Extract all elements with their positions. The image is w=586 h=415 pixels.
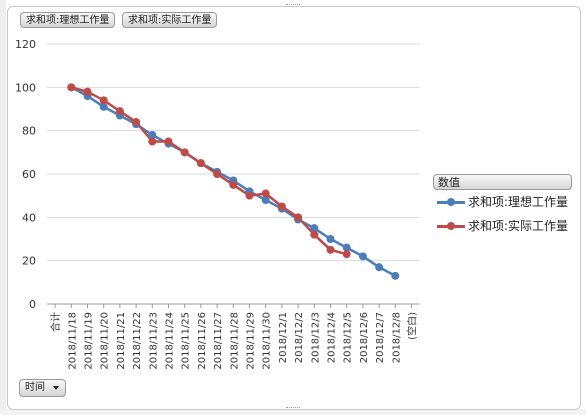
data-point-series-1 — [67, 83, 76, 92]
legend-label: 求和项:实际工作量 — [468, 219, 569, 233]
data-point-series-0 — [99, 102, 108, 111]
x-tick-label: 2018/11/28 — [229, 312, 240, 370]
data-point-series-0 — [358, 252, 367, 261]
axis-field-button-time[interactable]: 时间 — [19, 379, 66, 397]
data-point-series-1 — [261, 189, 270, 198]
x-tick-label: 合计 — [49, 312, 62, 332]
x-tick-label: 2018/12/6 — [359, 312, 370, 363]
x-tick-label: 2018/12/4 — [327, 312, 338, 363]
data-point-series-1 — [83, 87, 92, 96]
data-point-series-0 — [391, 271, 400, 280]
data-point-series-0 — [326, 235, 335, 243]
y-axis-ticks: 0 20 40 60 80 100 120 — [15, 38, 36, 311]
y-tick-label: 60 — [22, 168, 36, 181]
resize-handle-bottom[interactable] — [286, 407, 300, 410]
y-tick-label: 0 — [29, 298, 36, 311]
axis-field-label: 时间 — [25, 382, 45, 393]
data-point-series-1 — [148, 137, 157, 146]
data-point-series-0 — [148, 131, 157, 139]
x-tick-label: 2018/12/3 — [310, 312, 321, 363]
y-tick-label: 40 — [22, 211, 36, 224]
y-tick-label: 120 — [15, 38, 36, 51]
data-point-series-1 — [115, 107, 124, 116]
x-tick-label: 2018/11/25 — [181, 312, 192, 370]
data-point-series-1 — [132, 118, 141, 126]
gridlines — [47, 43, 420, 305]
dropdown-arrow-icon — [53, 386, 59, 390]
data-point-series-1 — [326, 245, 335, 254]
legend-label: 求和项:理想工作量 — [468, 195, 569, 209]
y-tick-label: 20 — [22, 255, 36, 268]
legend-marker-icon — [447, 222, 455, 230]
data-point-series-0 — [261, 196, 270, 204]
x-tick-label: (空白) — [406, 312, 419, 340]
field-button-actual[interactable]: 求和项:实际工作量 — [122, 12, 218, 28]
data-point-series-0 — [342, 243, 351, 252]
legend-title[interactable]: 数值 — [433, 174, 572, 190]
data-point-series-0 — [310, 224, 319, 233]
data-point-series-1 — [342, 250, 351, 259]
data-point-series-1 — [310, 230, 319, 239]
x-tick-label: 2018/12/8 — [391, 312, 402, 363]
data-point-series-1 — [245, 191, 254, 200]
x-tick-label: 2018/11/20 — [100, 312, 111, 370]
x-tick-label: 2018/11/29 — [246, 312, 257, 370]
sheet-edge-bottom — [0, 409, 586, 415]
data-point-series-0 — [375, 263, 384, 272]
data-point-series-1 — [180, 148, 189, 157]
x-tick-label: 2018/12/1 — [278, 312, 289, 363]
x-tick-label: 2018/12/7 — [375, 312, 386, 363]
x-tick-label: 2018/11/22 — [132, 312, 143, 370]
field-button-ideal[interactable]: 求和项:理想工作量 — [20, 12, 116, 28]
x-tick-label: 2018/11/18 — [67, 312, 78, 370]
x-tick-label: 2018/11/23 — [148, 312, 159, 370]
x-tick-label: 2018/11/24 — [165, 312, 176, 370]
data-point-series-1 — [229, 180, 238, 189]
legend-marker-icon — [447, 198, 455, 206]
data-point-series-1 — [164, 137, 173, 146]
x-tick-label: 2018/11/26 — [197, 312, 208, 370]
data-point-series-1 — [99, 96, 108, 105]
data-point-series-1 — [196, 159, 205, 168]
data-point-series-1 — [294, 213, 303, 222]
x-tick-label: 2018/11/19 — [84, 312, 95, 370]
sheet-edge-left — [0, 0, 6, 415]
data-point-series-1 — [277, 202, 286, 211]
data-point-series-1 — [213, 170, 222, 178]
series-points — [67, 83, 400, 280]
resize-handle-top[interactable] — [286, 4, 300, 7]
y-tick-label: 80 — [22, 125, 36, 138]
x-tick-label: 2018/12/5 — [343, 312, 354, 363]
x-axis-ticks: 合计 2018/11/18 2018/11/19 2018/11/20 2018/11/… — [49, 304, 419, 370]
x-tick-label: 2018/11/21 — [116, 312, 127, 370]
x-tick-label: 2018/11/27 — [213, 312, 224, 370]
chart-area[interactable] — [7, 6, 581, 410]
y-tick-label: 100 — [15, 81, 36, 94]
x-tick-label: 2018/11/30 — [262, 312, 273, 370]
x-tick-label: 2018/12/2 — [294, 312, 305, 363]
